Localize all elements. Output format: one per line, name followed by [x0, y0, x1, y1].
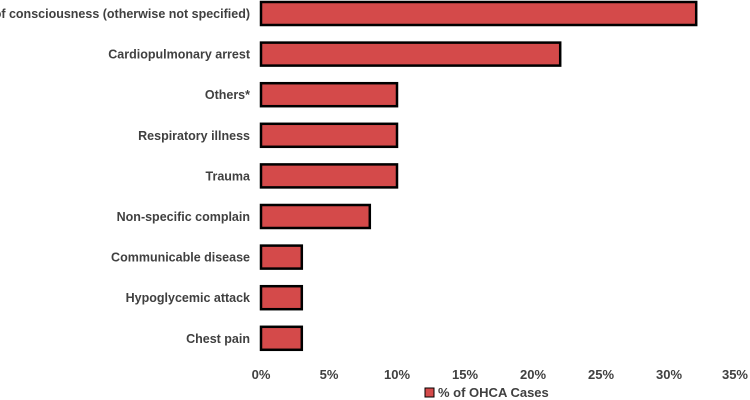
legend: % of OHCA Cases [424, 385, 549, 400]
category-label: Others* [205, 88, 250, 102]
x-tick-label: 20% [520, 367, 546, 382]
category-label: Respiratory illness [138, 129, 250, 143]
bar [259, 284, 304, 311]
category-label: Non-specific complain [117, 210, 250, 224]
legend-label: % of OHCA Cases [438, 385, 549, 400]
x-tick-label: 5% [320, 367, 339, 382]
x-tick-label: 25% [588, 367, 614, 382]
bar [259, 41, 562, 67]
bar [259, 244, 304, 270]
category-labels: Loss of consciousness (otherwise not spe… [0, 7, 251, 346]
bar [259, 203, 372, 230]
bar [259, 0, 698, 27]
category-label: Trauma [206, 169, 252, 183]
bar [259, 163, 399, 189]
x-tick-label: 0% [252, 367, 271, 382]
bar [259, 325, 304, 352]
bar [259, 122, 399, 149]
category-label: Chest pain [186, 332, 250, 346]
x-tick-label: 30% [656, 367, 682, 382]
bars [259, 0, 698, 352]
category-label: Cardiopulmonary arrest [108, 48, 251, 62]
x-axis-ticks: 0% 5% 10% 15% 20% 25% 30% 35% [252, 367, 749, 382]
bar [259, 81, 399, 108]
x-tick-label: 35% [722, 367, 748, 382]
category-label: Hypoglycemic attack [126, 291, 250, 305]
x-tick-label: 10% [384, 367, 410, 382]
legend-swatch [424, 387, 435, 398]
category-label: Loss of consciousness (otherwise not spe… [0, 7, 250, 21]
x-tick-label: 15% [452, 367, 478, 382]
category-label: Communicable disease [111, 251, 250, 265]
